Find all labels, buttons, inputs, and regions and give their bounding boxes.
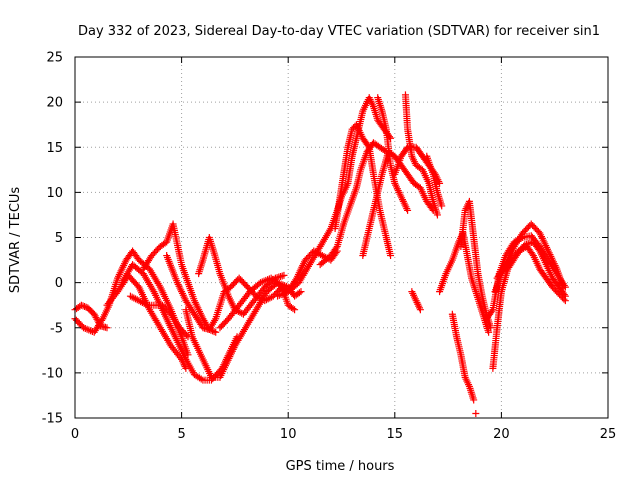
x-tick-label: 0 [71, 427, 79, 442]
plus-marker [295, 289, 303, 297]
plus-marker [210, 328, 218, 336]
series-arc8 [182, 279, 305, 381]
plus-marker [238, 309, 246, 317]
plus-marker [98, 316, 106, 324]
plus-marker [436, 179, 444, 187]
series-arc15 [374, 94, 412, 214]
plus-marker [332, 244, 340, 252]
plus-marker [404, 206, 412, 214]
y-axis-title: SDTVAR / TECUs [8, 187, 23, 294]
y-tick-label: 5 [55, 231, 63, 246]
x-tick-label: 5 [177, 427, 185, 442]
series-arc18 [423, 152, 446, 210]
series-arc22 [448, 310, 478, 404]
y-tick-label: 0 [55, 276, 63, 291]
plus-marker [212, 328, 220, 336]
series-arc21 [457, 197, 495, 332]
plus-marker [561, 297, 569, 305]
plus-marker [403, 145, 411, 153]
plus-marker [487, 324, 495, 332]
series-arc19 [408, 288, 424, 314]
series-arc16 [401, 91, 441, 219]
y-tick-label: 20 [46, 96, 63, 111]
plus-marker [433, 211, 441, 219]
y-tick-label: -5 [50, 321, 63, 336]
plus-marker [472, 409, 480, 417]
data-marks [71, 91, 569, 417]
plus-marker [197, 375, 205, 383]
series-arc13 [331, 121, 395, 260]
plus-marker [280, 271, 288, 279]
x-tick-label: 15 [387, 427, 404, 442]
plus-marker [142, 300, 150, 308]
x-axis-title: GPS time / hours [286, 459, 395, 474]
plus-marker [103, 324, 111, 332]
y-tick-label: 15 [46, 141, 63, 156]
plus-marker [560, 281, 568, 289]
plus-marker [81, 303, 89, 311]
y-tick-label: 25 [46, 51, 63, 66]
series-arc23 [472, 409, 480, 417]
plus-marker [77, 301, 85, 309]
plus-marker [289, 305, 297, 313]
x-tick-label: 20 [493, 427, 510, 442]
plus-marker [79, 302, 87, 310]
series-arc27 [482, 232, 569, 323]
plus-marker [416, 306, 424, 314]
series-arc9 [195, 234, 288, 318]
chart-title: Day 332 of 2023, Sidereal Day-to-day VTE… [78, 24, 600, 39]
axis-ticks: 0 5 10 15 20 25 -15 -10 -5 0 5 10 15 20 25 [42, 51, 617, 443]
plus-marker [291, 306, 299, 314]
y-tick-label: -15 [42, 412, 63, 427]
plus-marker [438, 202, 446, 210]
plus-marker [488, 307, 496, 315]
y-tick-label: 10 [46, 186, 63, 201]
plus-marker [470, 396, 478, 404]
plus-marker [297, 288, 305, 296]
y-tick-label: -10 [42, 366, 63, 381]
plus-marker [517, 234, 525, 242]
x-tick-label: 10 [280, 427, 297, 442]
plus-marker [364, 142, 372, 150]
x-tick-label: 25 [600, 427, 617, 442]
plus-marker [485, 328, 493, 336]
plus-marker [387, 252, 395, 260]
plus-marker [561, 283, 569, 291]
series-arc6 [126, 292, 192, 341]
plus-marker [560, 295, 568, 303]
